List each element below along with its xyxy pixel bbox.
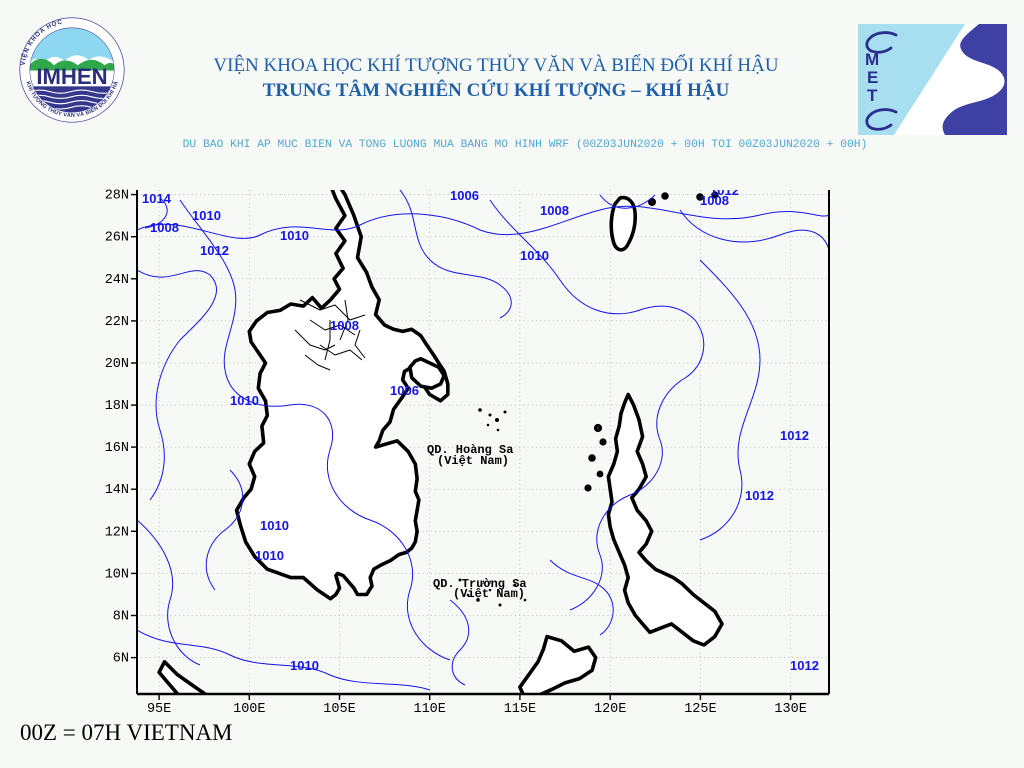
svg-text:1006: 1006 (450, 188, 479, 203)
svg-text:1008: 1008 (150, 220, 179, 235)
svg-text:8N: 8N (113, 610, 129, 625)
svg-text:14N: 14N (105, 483, 129, 498)
svg-text:1012: 1012 (745, 488, 774, 503)
svg-text:110E: 110E (413, 702, 445, 717)
svg-text:22N: 22N (105, 315, 129, 330)
svg-text:125E: 125E (684, 702, 716, 717)
svg-text:1008: 1008 (330, 318, 359, 333)
svg-text:(Việt Nam): (Việt Nam) (437, 454, 509, 468)
svg-text:1010: 1010 (260, 518, 289, 533)
svg-text:6N: 6N (113, 652, 129, 667)
svg-text:95E: 95E (147, 702, 171, 717)
svg-text:105E: 105E (323, 702, 355, 717)
svg-text:1012: 1012 (780, 428, 809, 443)
svg-text:20N: 20N (105, 357, 129, 372)
svg-text:1012: 1012 (200, 243, 229, 258)
svg-text:10N: 10N (105, 567, 129, 582)
svg-text:1010: 1010 (192, 208, 221, 223)
svg-text:130E: 130E (774, 702, 806, 717)
svg-text:1010: 1010 (255, 548, 284, 563)
svg-text:1010: 1010 (520, 248, 549, 263)
svg-text:100E: 100E (233, 702, 265, 717)
svg-text:1010: 1010 (280, 228, 309, 243)
svg-text:(Việt Nam): (Việt Nam) (453, 587, 525, 601)
svg-text:26N: 26N (105, 231, 129, 246)
svg-text:1010: 1010 (730, 108, 759, 123)
svg-text:1012: 1012 (710, 183, 739, 198)
svg-text:28N: 28N (105, 189, 129, 204)
svg-text:16N: 16N (105, 441, 129, 456)
svg-text:1008: 1008 (540, 203, 569, 218)
svg-text:24N: 24N (105, 273, 129, 288)
svg-text:1010: 1010 (230, 393, 259, 408)
svg-text:120E: 120E (594, 702, 626, 717)
svg-text:1006: 1006 (390, 383, 419, 398)
svg-text:1014: 1014 (142, 191, 172, 206)
svg-text:12N: 12N (105, 525, 129, 540)
svg-text:115E: 115E (504, 702, 536, 717)
svg-text:18N: 18N (105, 399, 129, 414)
svg-text:1012: 1012 (790, 658, 819, 673)
svg-text:1010: 1010 (290, 658, 319, 673)
